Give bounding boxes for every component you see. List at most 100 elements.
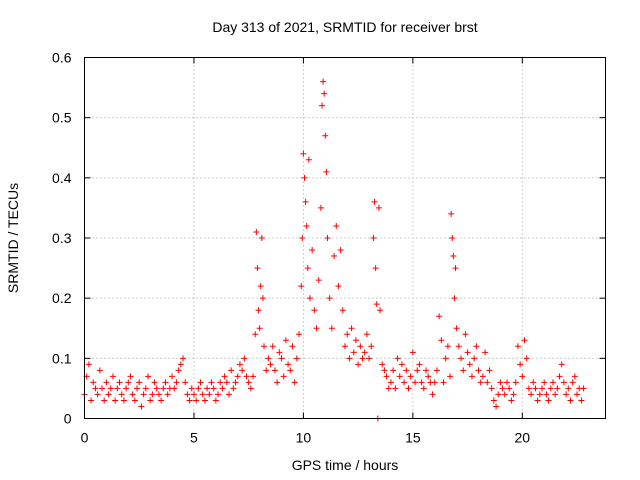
data-point <box>337 247 344 254</box>
data-point <box>409 349 416 356</box>
data-point <box>556 373 563 380</box>
data-point <box>317 204 324 211</box>
data-point <box>261 343 268 350</box>
data-point <box>429 391 436 398</box>
y-axis-label: SRMTID / TECUs <box>5 183 21 293</box>
data-point <box>450 253 457 260</box>
data-point <box>407 373 414 380</box>
data-point <box>381 367 388 374</box>
data-point <box>452 265 459 272</box>
data-point <box>258 235 265 241</box>
data-point <box>547 385 554 392</box>
data-point <box>569 379 576 386</box>
data-point <box>436 313 443 320</box>
data-point <box>116 379 123 386</box>
data-point <box>361 349 368 356</box>
data-point <box>271 367 278 374</box>
data-point <box>255 307 262 314</box>
data-point <box>147 397 154 404</box>
data-points <box>81 78 587 422</box>
data-point <box>175 367 182 374</box>
data-point <box>245 379 252 386</box>
data-point <box>208 379 215 386</box>
data-point <box>149 391 156 398</box>
data-point <box>530 379 537 386</box>
data-point <box>94 391 101 398</box>
data-point <box>371 198 378 205</box>
data-point <box>302 198 309 205</box>
data-point <box>565 385 572 392</box>
data-point <box>305 156 312 163</box>
data-point <box>433 367 440 374</box>
data-point <box>346 355 353 362</box>
data-point <box>293 355 300 362</box>
data-point <box>355 361 362 368</box>
data-point <box>326 295 333 302</box>
x-tick-label: 10 <box>296 430 312 446</box>
data-point <box>282 337 289 344</box>
data-point <box>131 397 138 404</box>
data-point <box>250 373 257 380</box>
y-tick-label: 0.2 <box>52 290 72 306</box>
data-point <box>259 295 266 302</box>
data-point <box>278 355 285 362</box>
data-point <box>228 367 235 374</box>
data-point <box>541 379 548 386</box>
data-point <box>453 325 460 332</box>
data-point <box>560 379 567 386</box>
data-point <box>142 385 149 392</box>
data-point <box>298 283 305 290</box>
data-point <box>534 397 541 404</box>
data-point <box>103 379 110 386</box>
data-point <box>101 397 108 404</box>
data-point <box>363 331 370 338</box>
data-point <box>379 361 386 368</box>
data-point <box>333 222 340 229</box>
data-point <box>184 391 191 398</box>
data-point <box>442 355 449 362</box>
data-point <box>230 385 237 392</box>
data-point <box>482 349 489 356</box>
data-point <box>125 379 132 386</box>
data-point <box>335 283 342 290</box>
data-point <box>567 397 574 404</box>
data-point <box>265 355 272 362</box>
data-point <box>300 150 307 157</box>
data-point <box>344 331 351 338</box>
data-point <box>422 367 429 374</box>
data-point <box>512 379 519 386</box>
data-point <box>212 397 219 404</box>
data-point <box>319 102 326 109</box>
data-point <box>219 385 226 392</box>
gridlines <box>84 57 606 419</box>
data-point <box>171 385 178 392</box>
data-point <box>138 403 145 410</box>
data-point <box>234 373 241 380</box>
y-tick-label: 0.1 <box>52 350 72 366</box>
data-point <box>477 379 484 386</box>
data-point <box>495 391 502 398</box>
data-point <box>412 379 419 386</box>
data-point <box>563 391 570 398</box>
data-point <box>180 355 187 362</box>
data-point <box>387 379 394 386</box>
y-tick-label: 0.3 <box>52 230 72 246</box>
data-point <box>225 391 232 398</box>
data-point <box>357 343 364 350</box>
data-point <box>88 397 95 404</box>
data-point <box>552 391 559 398</box>
axis-ticks: 0 5 10 15 20 0 0.1 0.2 0.3 0.4 0.5 0.6 <box>52 50 606 446</box>
data-point <box>490 397 497 404</box>
data-point <box>366 355 373 362</box>
data-point <box>359 355 366 362</box>
data-point <box>206 391 213 398</box>
data-point <box>223 379 230 386</box>
data-point <box>114 385 121 392</box>
data-point <box>501 391 508 398</box>
data-point <box>109 373 116 380</box>
data-point <box>416 361 423 368</box>
data-point <box>479 373 486 380</box>
data-point <box>506 385 513 392</box>
data-point <box>99 385 106 392</box>
